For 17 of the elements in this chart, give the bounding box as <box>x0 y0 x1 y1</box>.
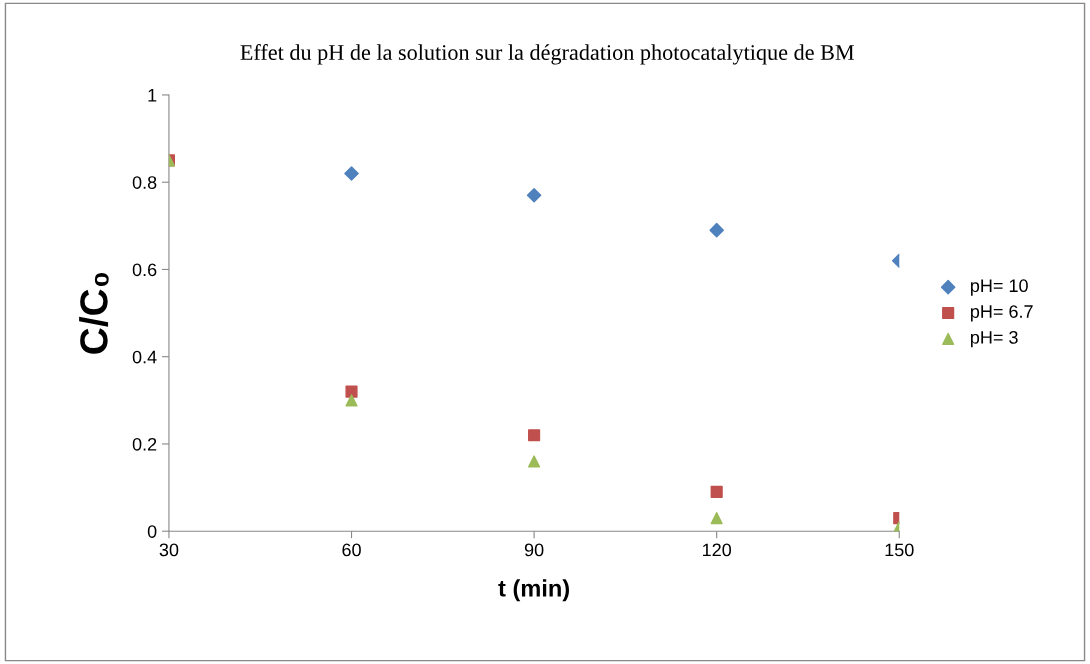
chart-title: Effet du pH de la solution sur la dégradation photocatalytique de BM <box>240 44 855 65</box>
x-tick-label: 150 <box>885 543 914 557</box>
y-tick-label: 0.2 <box>132 437 157 451</box>
y-axis-title: C/C₀ <box>79 273 109 354</box>
y-tick-label: 0.8 <box>132 176 157 189</box>
y-tick-label: 0.4 <box>132 350 157 364</box>
x-tick-label: 90 <box>524 543 544 557</box>
x-tick-label: 120 <box>702 543 732 557</box>
legend-label: pH= 3 <box>970 331 1018 348</box>
x-tick-label: 30 <box>159 543 179 557</box>
legend-label: pH= 6.7 <box>970 305 1033 322</box>
x-axis-title: t (min) <box>498 579 569 602</box>
y-tick-label: 0.6 <box>132 263 157 277</box>
x-tick-label: 60 <box>342 543 361 557</box>
legend-label: pH= 10 <box>970 279 1028 296</box>
y-tick-label: 0 <box>147 525 157 538</box>
y-tick-label: 1 <box>148 89 157 102</box>
